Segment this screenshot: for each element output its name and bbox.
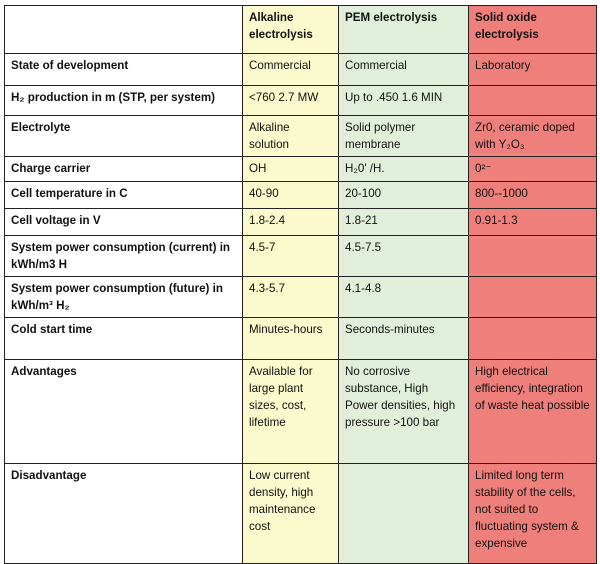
- header-alkaline: Alkaline electrolysis: [242, 5, 339, 54]
- row-label: Cell temperature in C: [4, 181, 243, 209]
- cell-alkaline: Alkaline solution: [242, 115, 339, 157]
- row-cold-start: Cold start time Minutes-hours Seconds-mi…: [4, 317, 597, 360]
- cell-pem: Up to .450 1.6 MIN: [338, 85, 469, 116]
- cell-solid-oxide: [468, 85, 597, 116]
- electrolysis-comparison-table: Alkaline electrolysis PEM electrolysis S…: [4, 5, 597, 564]
- row-disadvantage: Disadvantage Low current density, high m…: [4, 463, 597, 564]
- row-power-current: System power consumption (current) in kW…: [4, 235, 597, 277]
- cell-pem: H₂0' /H.: [338, 156, 469, 182]
- cell-pem: No corrosive substance, High Power densi…: [338, 359, 469, 464]
- cell-alkaline: Available for large plant sizes, cost, l…: [242, 359, 339, 464]
- header-pem: PEM electrolysis: [338, 5, 469, 54]
- cell-solid-oxide: [468, 276, 597, 318]
- header-solid-oxide: Solid oxide electrolysis: [468, 5, 597, 54]
- cell-alkaline: Low current density, high maintenance co…: [242, 463, 339, 564]
- row-charge-carrier: Charge carrier OH H₂0' /H. 0²⁻: [4, 156, 597, 182]
- header-row: Alkaline electrolysis PEM electrolysis S…: [4, 5, 597, 54]
- row-label: Charge carrier: [4, 156, 243, 182]
- cell-solid-oxide: 0.91-1.3: [468, 208, 597, 236]
- row-label: System power consumption (future) in kWh…: [4, 276, 243, 318]
- cell-alkaline: Commercial: [242, 53, 339, 86]
- cell-pem: Solid polymer membrane: [338, 115, 469, 157]
- row-label: Disadvantage: [4, 463, 243, 564]
- cell-solid-oxide: [468, 235, 597, 277]
- cell-alkaline: <760 2.7 MW: [242, 85, 339, 116]
- row-h2-production: H₂ production in m (STP, per system) <76…: [4, 85, 597, 116]
- cell-alkaline: 4.3-5.7: [242, 276, 339, 318]
- row-label: Cold start time: [4, 317, 243, 360]
- cell-alkaline: OH: [242, 156, 339, 182]
- row-cell-voltage: Cell voltage in V 1.8-2.4 1.8-21 0.91-1.…: [4, 208, 597, 236]
- cell-solid-oxide: Zr0, ceramic doped with Y₂O₃: [468, 115, 597, 157]
- cell-solid-oxide: Limited long term stability of the cells…: [468, 463, 597, 564]
- cell-pem: Commercial: [338, 53, 469, 86]
- cell-solid-oxide: Laboratory: [468, 53, 597, 86]
- row-label: Electrolyte: [4, 115, 243, 157]
- cell-alkaline: 4.5-7: [242, 235, 339, 277]
- cell-alkaline: 1.8-2.4: [242, 208, 339, 236]
- cell-pem: 1.8-21: [338, 208, 469, 236]
- row-state-of-development: State of development Commercial Commerci…: [4, 53, 597, 86]
- cell-pem: 4.1-4.8: [338, 276, 469, 318]
- row-power-future: System power consumption (future) in kWh…: [4, 276, 597, 318]
- row-label: State of development: [4, 53, 243, 86]
- cell-solid-oxide: High electrical efficiency, integration …: [468, 359, 597, 464]
- cell-pem: 20-100: [338, 181, 469, 209]
- cell-solid-oxide: 0²⁻: [468, 156, 597, 182]
- cell-solid-oxide: 800--1000: [468, 181, 597, 209]
- cell-solid-oxide: [468, 317, 597, 360]
- row-advantages: Advantages Available for large plant siz…: [4, 359, 597, 464]
- cell-alkaline: Minutes-hours: [242, 317, 339, 360]
- row-label: Cell voltage in V: [4, 208, 243, 236]
- cell-pem: [338, 463, 469, 564]
- header-blank-cell: [4, 5, 243, 54]
- row-cell-temperature: Cell temperature in C 40-90 20-100 800--…: [4, 181, 597, 209]
- row-label: Advantages: [4, 359, 243, 464]
- row-label: System power consumption (current) in kW…: [4, 235, 243, 277]
- cell-pem: 4.5-7.5: [338, 235, 469, 277]
- cell-alkaline: 40-90: [242, 181, 339, 209]
- row-electrolyte: Electrolyte Alkaline solution Solid poly…: [4, 115, 597, 157]
- row-label: H₂ production in m (STP, per system): [4, 85, 243, 116]
- cell-pem: Seconds-minutes: [338, 317, 469, 360]
